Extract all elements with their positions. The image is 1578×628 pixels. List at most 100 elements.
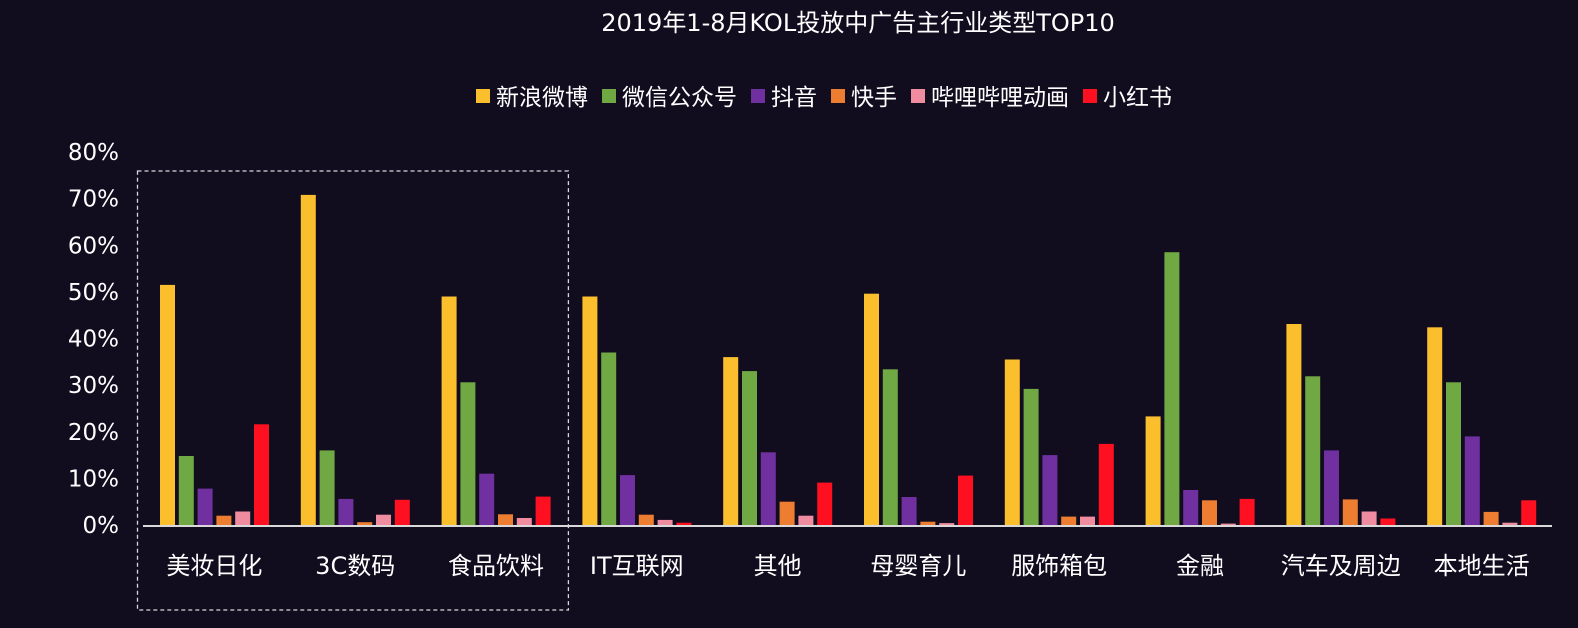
- bar: [1380, 518, 1396, 525]
- legend-label: 新浪微博: [496, 85, 588, 111]
- bar: [441, 296, 457, 525]
- bar: [1183, 490, 1199, 525]
- bar: [1502, 522, 1518, 525]
- bar: [1239, 498, 1255, 525]
- y-tick-label: 50%: [68, 280, 119, 306]
- bar: [1164, 252, 1180, 525]
- x-tick-label: 美妆日化: [166, 552, 262, 580]
- bar: [1483, 511, 1499, 525]
- bar: [376, 514, 391, 525]
- x-tick-label: 金融: [1176, 552, 1224, 580]
- bar: [1324, 450, 1339, 525]
- legend-item: 小红书: [1083, 85, 1172, 111]
- x-tick-label: IT互联网: [590, 552, 684, 580]
- bar: [1098, 443, 1114, 525]
- y-tick-label: 40%: [68, 327, 119, 353]
- bar: [460, 382, 476, 525]
- y-tick-label: 60%: [68, 233, 119, 259]
- legend-label: 抖音: [771, 85, 817, 111]
- x-tick-label: 其他: [754, 552, 802, 580]
- bar: [742, 371, 757, 525]
- y-tick-label: 30%: [68, 373, 119, 399]
- bar: [1080, 516, 1095, 525]
- legend-swatch: [602, 89, 616, 103]
- bar: [638, 514, 654, 525]
- x-tick-label: 母婴育儿: [870, 552, 966, 580]
- legend-swatch: [831, 89, 845, 103]
- bar: [498, 514, 513, 525]
- legend-swatch: [911, 89, 925, 103]
- legend-item: 快手: [831, 85, 897, 111]
- legend-swatch: [476, 89, 490, 103]
- bar: [779, 501, 795, 525]
- legend-label: 微信公众号: [622, 85, 737, 111]
- bar: [882, 369, 898, 525]
- bar: [1286, 324, 1302, 525]
- bar: [1342, 499, 1358, 525]
- bar: [601, 352, 617, 525]
- bar: [216, 515, 232, 525]
- x-tick-label: 食品饮料: [448, 552, 544, 580]
- bar: [798, 515, 814, 525]
- x-axis: 美妆日化 3C数码 食品饮料 IT互联网 其他 母婴育儿 服饰箱包 金融 汽车及周边 本地生活: [166, 552, 1529, 580]
- legend-item: 抖音: [751, 85, 817, 111]
- legend-label: 小红书: [1103, 85, 1172, 111]
- bar: [1202, 500, 1217, 525]
- x-tick-label: 本地生活: [1434, 552, 1530, 580]
- bar: [723, 357, 739, 525]
- y-tick-label: 10%: [68, 466, 119, 492]
- legend-label: 快手: [851, 85, 897, 111]
- x-tick-label: 汽车及周边: [1281, 552, 1401, 580]
- bar: [1464, 436, 1480, 525]
- legend-item: 哔哩哔哩动画: [911, 85, 1069, 111]
- bar: [760, 452, 776, 525]
- bar: [160, 284, 175, 525]
- x-tick-label: 服饰箱包: [1011, 552, 1107, 580]
- bar: [901, 497, 917, 525]
- bar: [582, 296, 598, 525]
- bar: [1521, 500, 1537, 525]
- y-tick-label: 0%: [83, 513, 120, 539]
- legend-item: 微信公众号: [602, 85, 737, 111]
- bar: [254, 424, 269, 525]
- bar: [1042, 455, 1058, 525]
- bar: [1361, 511, 1377, 525]
- bar: [817, 482, 833, 525]
- bar: [657, 519, 673, 525]
- bar: [939, 523, 955, 525]
- bar: [958, 475, 973, 525]
- y-tick-label: 20%: [68, 420, 119, 446]
- bar: [357, 522, 373, 525]
- legend-label: 哔哩哔哩动画: [931, 85, 1069, 111]
- bar: [535, 496, 551, 525]
- legend-swatch: [751, 89, 765, 103]
- bars: [160, 194, 1537, 525]
- highlight-box: [136, 170, 570, 611]
- bar: [920, 521, 936, 525]
- bar: [300, 194, 316, 525]
- bar: [1145, 416, 1161, 525]
- bar: [394, 499, 410, 525]
- bar: [864, 293, 879, 525]
- bar: [319, 450, 335, 525]
- bar: [1427, 327, 1443, 525]
- bar: [1446, 382, 1461, 525]
- chart-title: 2019年1-8月KOL投放中广告主行业类型TOP10: [601, 9, 1115, 37]
- bar: [1061, 516, 1077, 525]
- y-tick-label: 70%: [68, 187, 119, 213]
- bar: [1023, 388, 1039, 525]
- x-tick-label: 3C数码: [315, 552, 395, 580]
- bar: [516, 518, 532, 525]
- y-tick-label: 80%: [68, 140, 119, 166]
- bar: [1004, 359, 1020, 525]
- bar: [479, 473, 495, 525]
- bar: [676, 522, 692, 525]
- bar: [1305, 376, 1321, 525]
- bar: [620, 475, 635, 525]
- bar: [338, 498, 354, 525]
- legend-swatch: [1083, 89, 1097, 103]
- bar: [1220, 523, 1236, 525]
- legend-item: 新浪微博: [476, 85, 588, 111]
